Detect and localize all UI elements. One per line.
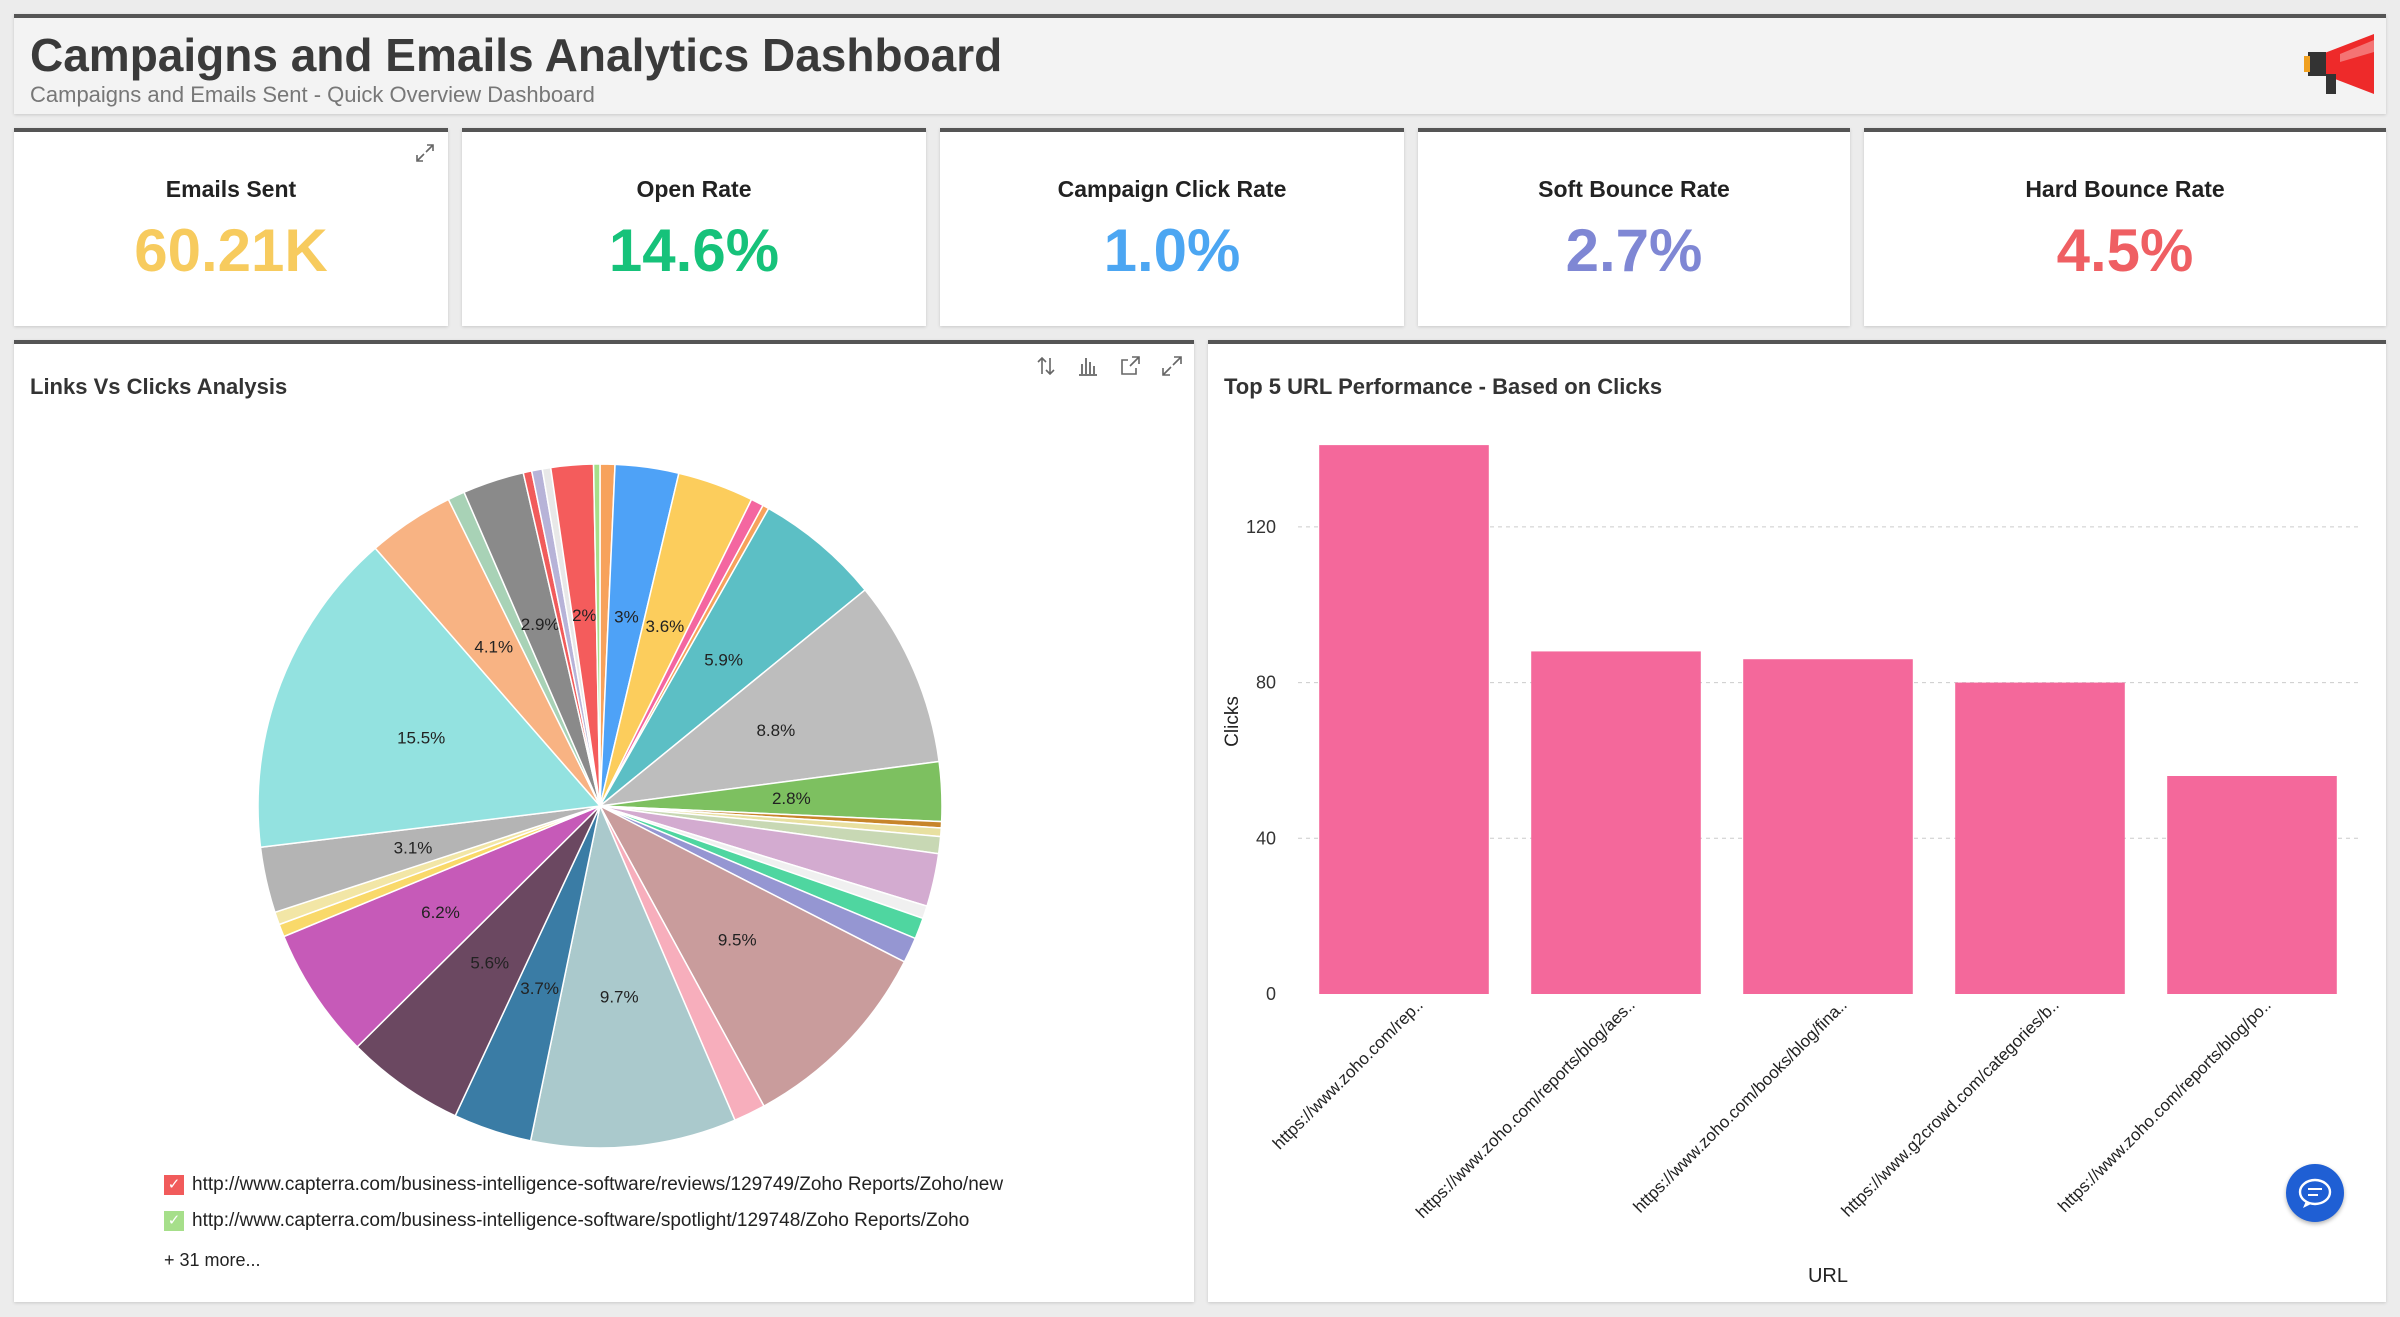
kpi-value: 4.5% [2056,217,2194,284]
page-subtitle: Campaigns and Emails Sent - Quick Overvi… [30,82,595,107]
pie-slice-label: 3.1% [394,839,433,858]
panel-toolbar [1034,354,1184,378]
open-external-icon[interactable] [1118,354,1142,378]
pie-slice-label: 3.7% [520,979,559,998]
dashboard-header: Campaigns and Emails Analytics Dashboard… [14,14,2386,114]
pie-slice[interactable] [529,803,736,1149]
pie-chart: 3% 3.6% 5.9% 8.8% 2.8% 9.5% 9.7% 3.7% 5.6% 6.2% 3.… [257,463,943,1149]
pie-slice[interactable] [592,463,601,807]
pie-slice-label: 6.2% [421,903,460,922]
pie-slice-label: 9.7% [600,988,639,1007]
megaphone-icon [2304,34,2374,94]
x-tick-label: https://www.zoho.com/rep.. [1269,995,1427,1153]
legend-item[interactable]: ✓ http://www.capterra.com/business-intel… [164,1210,969,1232]
legend-item[interactable]: ✓ http://www.capterra.com/business-intel… [164,1174,1003,1196]
chat-icon [2298,1178,2332,1208]
expand-icon[interactable] [414,142,436,164]
kpi-emails-sent: Emails Sent 60.21K [14,128,448,326]
legend-more-link[interactable]: + 31 more... [164,1250,261,1270]
pie-slice-label: 2.8% [772,789,811,808]
kpi-label: Emails Sent [165,176,297,202]
y-tick-label: 120 [1246,517,1276,537]
x-tick-label: https://www.zoho.com/reports/blog/po.. [2054,995,2275,1216]
y-tick-label: 0 [1266,984,1276,1004]
bar[interactable] [1531,651,1701,994]
pie-slice[interactable] [599,507,867,807]
expand-icon[interactable] [1160,354,1184,378]
y-tick-label: 80 [1256,673,1276,693]
pie-slice-label: 9.5% [718,931,757,950]
kpi-value: 2.7% [1565,217,1703,284]
kpi-open-rate: Open Rate 14.6% [462,128,926,326]
kpi-value: 1.0% [1103,217,1241,284]
chat-button[interactable] [2286,1164,2344,1222]
pie-slice-label: 3.6% [646,617,685,636]
kpi-value: 14.6% [608,217,780,284]
links-vs-clicks-panel: Links Vs Clicks Analysis 3% 3.6% 5.9% 8.8% 2… [14,340,1194,1302]
kpi-label: Campaign Click Rate [1057,176,1287,202]
pie-slice-label: 5.9% [704,651,743,670]
pie-slice-label: 2% [572,606,597,625]
kpi-label: Open Rate [636,176,752,202]
x-tick-label: https://www.zoho.com/reports/blog/aes.. [1412,995,1639,1222]
kpi-campaign-click-rate: Campaign Click Rate 1.0% [940,128,1404,326]
bar-chart: 04080120https://www.zoho.com/rep..https:… [1222,445,2358,1287]
kpi-soft-bounce-rate: Soft Bounce Rate 2.7% [1418,128,1850,326]
bar[interactable] [1319,445,1489,994]
pie-slice-label: 2.9% [521,615,560,634]
pie-slice-label: 15.5% [397,728,445,747]
legend-label: http://www.capterra.com/business-intelli… [192,1174,1004,1195]
panel-title: Top 5 URL Performance - Based on Clicks [1224,374,1663,399]
pie-slice-label: 3% [614,607,639,626]
kpi-label: Hard Bounce Rate [2025,176,2225,202]
page-title: Campaigns and Emails Analytics Dashboard [30,29,1003,81]
top-url-performance-panel: Top 5 URL Performance - Based on Clicks … [1208,340,2386,1302]
pie-slice-label: 8.8% [756,721,795,740]
bar[interactable] [1955,682,2125,994]
pie-slice[interactable] [598,804,906,1108]
pie-slice[interactable] [282,805,601,1048]
bar[interactable] [2167,776,2337,994]
kpi-hard-bounce-rate: Hard Bounce Rate 4.5% [1864,128,2386,326]
bar-chart-icon[interactable] [1076,354,1100,378]
pie-slice-label: 5.6% [470,954,509,973]
y-axis-label: Clicks [1222,696,1243,747]
sort-icon[interactable] [1034,354,1058,378]
bar[interactable] [1743,659,1913,994]
pie-slice-label: 4.1% [474,638,513,657]
pie-slice[interactable] [257,547,602,849]
x-tick-label: https://www.g2crowd.com/categories/b.. [1838,995,2063,1220]
x-axis-label: URL [1808,1265,1848,1287]
legend-check-icon: ✓ [164,1175,184,1195]
legend-label: http://www.capterra.com/business-intelli… [192,1210,970,1231]
x-tick-label: https://www.zoho.com/books/blog/fina.. [1630,995,1851,1216]
panel-title: Links Vs Clicks Analysis [30,374,288,399]
legend-check-icon: ✓ [164,1211,184,1231]
kpi-value: 60.21K [134,217,328,284]
pie-slice[interactable] [597,588,940,808]
kpi-label: Soft Bounce Rate [1538,176,1730,202]
y-tick-label: 40 [1256,828,1276,848]
